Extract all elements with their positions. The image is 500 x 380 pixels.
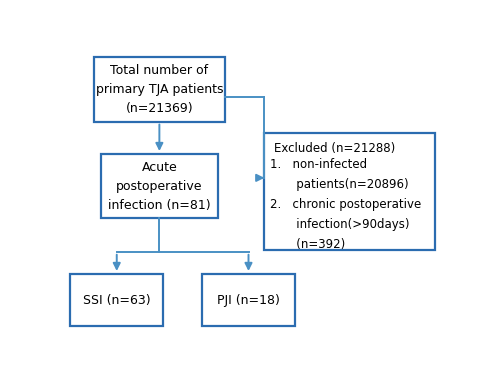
Text: 1.   non-infected
       patients(n=20896)
2.   chronic postoperative
       inf: 1. non-infected patients(n=20896) 2. chr… [270, 158, 421, 251]
Text: Total number of
primary TJA patients
(n=21369): Total number of primary TJA patients (n=… [96, 64, 223, 115]
FancyBboxPatch shape [202, 274, 295, 326]
Text: Acute
postoperative
infection (n=81): Acute postoperative infection (n=81) [108, 160, 210, 212]
Text: PJI (n=18): PJI (n=18) [217, 294, 280, 307]
Text: SSI (n=63): SSI (n=63) [83, 294, 150, 307]
Text: Excluded (n=21288): Excluded (n=21288) [274, 142, 395, 155]
FancyBboxPatch shape [94, 57, 226, 122]
FancyBboxPatch shape [101, 154, 218, 218]
FancyBboxPatch shape [70, 274, 163, 326]
FancyBboxPatch shape [264, 133, 434, 250]
